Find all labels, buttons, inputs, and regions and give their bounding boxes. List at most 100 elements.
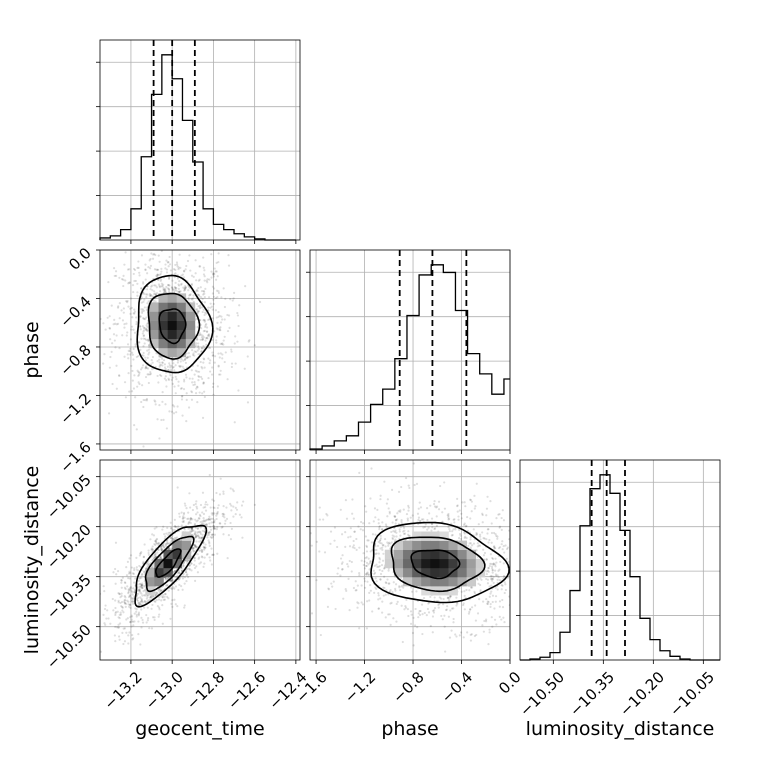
scatter-point xyxy=(474,604,477,607)
scatter-point xyxy=(166,261,169,264)
scatter-point xyxy=(234,506,237,509)
scatter-point xyxy=(196,401,199,404)
scatter-point xyxy=(147,338,150,341)
scatter-point xyxy=(478,533,482,536)
histogram-step xyxy=(99,54,296,241)
scatter-point xyxy=(215,528,218,531)
scatter-point xyxy=(141,384,144,387)
scatter-point xyxy=(180,358,183,361)
density-cell xyxy=(403,567,413,578)
scatter-point xyxy=(128,281,131,284)
scatter-point xyxy=(189,517,192,520)
scatter-point xyxy=(193,350,196,353)
scatter-point xyxy=(189,517,192,520)
scatter-point xyxy=(241,536,244,539)
scatter-point xyxy=(191,546,194,550)
scatter-point xyxy=(234,513,237,516)
scatter-point xyxy=(219,321,223,324)
histogram-step xyxy=(520,474,720,661)
scatter-point xyxy=(153,556,156,559)
scatter-point xyxy=(149,285,153,288)
scatter-point xyxy=(207,357,210,360)
scatter-point xyxy=(158,404,161,407)
scatter-point xyxy=(107,617,110,620)
scatter-point xyxy=(114,612,117,615)
scatter-point xyxy=(211,292,214,295)
scatter-point xyxy=(216,506,219,510)
scatter-point xyxy=(161,361,164,364)
scatter-point xyxy=(137,614,140,617)
scatter-point xyxy=(167,542,171,545)
scatter-point xyxy=(344,545,347,548)
scatter-point xyxy=(171,587,174,591)
scatter-point xyxy=(182,520,185,524)
scatter-point xyxy=(318,550,321,553)
scatter-point xyxy=(205,523,208,526)
scatter-point xyxy=(458,587,461,590)
scatter-point xyxy=(347,536,350,539)
scatter-point xyxy=(184,373,188,376)
scatter-point xyxy=(160,546,163,549)
scatter-point xyxy=(210,305,214,308)
scatter-point xyxy=(205,323,208,326)
scatter-point xyxy=(535,600,537,602)
scatter-point xyxy=(470,606,474,609)
density-cell xyxy=(448,558,458,569)
scatter-point xyxy=(344,531,347,534)
scatter-point xyxy=(183,576,187,579)
scatter-point xyxy=(187,576,190,579)
scatter-point xyxy=(199,375,203,379)
scatter-point xyxy=(398,585,401,588)
scatter-point xyxy=(188,564,191,567)
scatter-point xyxy=(202,357,205,360)
scatter-point xyxy=(184,504,187,507)
scatter-point xyxy=(143,306,146,309)
scatter-point xyxy=(141,325,144,328)
scatter-point xyxy=(170,602,173,606)
scatter-point xyxy=(391,534,394,537)
scatter-point xyxy=(476,542,479,545)
density-cell xyxy=(421,558,431,569)
scatter-point xyxy=(322,518,325,521)
scatter-point xyxy=(149,372,152,375)
scatter-point xyxy=(140,587,143,590)
scatter-point xyxy=(202,318,206,321)
scatter-point xyxy=(433,527,436,531)
scatter-point xyxy=(133,279,136,283)
scatter-point xyxy=(146,329,149,332)
scatter-point xyxy=(123,601,127,605)
scatter-point xyxy=(462,602,465,605)
scatter-point xyxy=(377,607,380,610)
scatter-point xyxy=(118,301,121,305)
scatter-point xyxy=(200,555,203,558)
scatter-point xyxy=(485,573,488,576)
scatter-point xyxy=(529,591,531,593)
scatter-point xyxy=(148,373,152,376)
scatter-point xyxy=(565,557,567,559)
scatter-point xyxy=(429,624,432,628)
y-tick-label: −10.05 xyxy=(43,471,95,523)
scatter-point xyxy=(169,269,173,272)
scatter-point xyxy=(310,612,314,615)
scatter-point xyxy=(220,526,223,529)
scatter-point xyxy=(524,606,526,608)
scatter-point xyxy=(120,605,123,608)
scatter-point xyxy=(308,531,310,533)
scatter-point xyxy=(515,568,517,570)
scatter-point xyxy=(219,352,222,355)
scatter-point xyxy=(487,541,490,544)
scatter-point xyxy=(174,287,177,290)
scatter-point xyxy=(492,545,496,548)
scatter-point xyxy=(178,583,181,586)
scatter-point xyxy=(375,563,378,566)
scatter-point xyxy=(382,586,385,589)
scatter-point xyxy=(418,613,422,617)
scatter-point xyxy=(303,573,305,575)
scatter-point xyxy=(92,382,94,384)
scatter-point xyxy=(441,603,445,606)
scatter-point xyxy=(136,294,139,297)
scatter-point xyxy=(391,536,394,540)
scatter-point xyxy=(198,265,202,268)
scatter-point xyxy=(138,585,141,588)
scatter-point xyxy=(207,533,211,536)
